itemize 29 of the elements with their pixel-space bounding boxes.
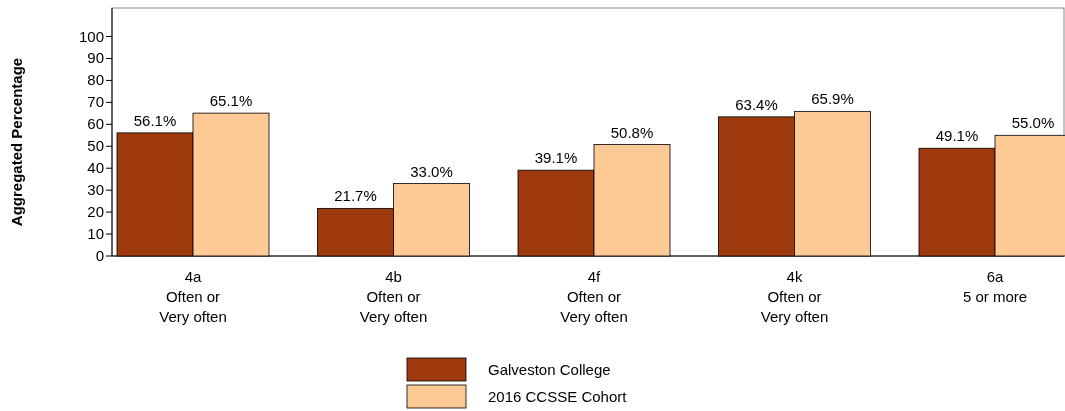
- data-label: 56.1%: [133, 111, 177, 129]
- y-tick-label: 30: [87, 181, 104, 199]
- data-label: 39.1%: [534, 149, 578, 167]
- y-tick-label: 40: [87, 159, 104, 177]
- y-tick-label: 90: [87, 49, 104, 67]
- y-tick-label: 20: [87, 203, 104, 221]
- data-label: 65.9%: [811, 90, 854, 108]
- y-tick-label: 50: [87, 137, 104, 155]
- data-label: 21.7%: [334, 187, 377, 205]
- data-label: 55.0%: [1011, 114, 1055, 132]
- y-tick-label: 0: [95, 247, 104, 264]
- y-tick-label: 80: [87, 71, 104, 89]
- x-tick-label: 4b Often or Very often: [359, 268, 428, 325]
- legend-label: 2016 CCSSE Cohort: [488, 388, 628, 405]
- data-label: 49.1%: [935, 127, 979, 145]
- x-tick-label: 6a 5 or more: [962, 268, 1028, 305]
- y-tick-label: 10: [87, 225, 104, 243]
- data-label: 65.1%: [209, 92, 253, 110]
- y-tick-label: 60: [87, 115, 104, 133]
- y-tick-label: 100: [78, 27, 104, 45]
- x-tick-label: 4k Often or Very often: [760, 268, 829, 325]
- legend-label: Galveston College: [488, 361, 611, 378]
- data-label: 63.4%: [735, 95, 778, 113]
- x-tick-label: 4a Often or Very often: [159, 268, 227, 325]
- data-label: 33.0%: [410, 162, 453, 180]
- y-tick-label: 70: [87, 93, 104, 111]
- x-tick-label: 4f Often or Very often: [560, 268, 628, 325]
- y-axis-title: Aggregated Percentage: [8, 57, 25, 227]
- data-label: 50.8%: [610, 123, 654, 141]
